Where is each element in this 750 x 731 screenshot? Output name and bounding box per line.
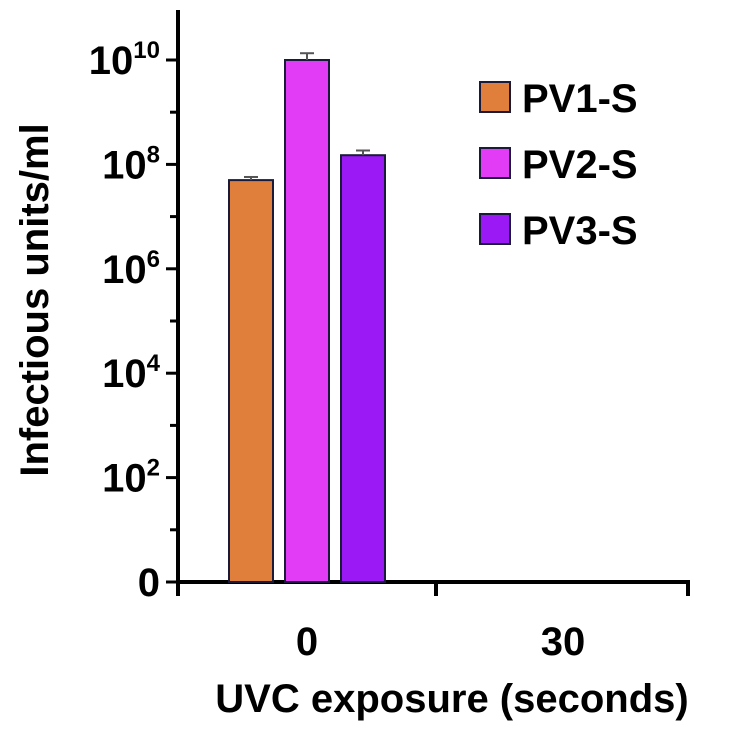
y-tick-label: 102 bbox=[102, 455, 160, 501]
y-tick-label: 108 bbox=[102, 141, 160, 187]
error-bars bbox=[244, 52, 370, 181]
bar-pv2-s bbox=[284, 59, 330, 583]
y-tick-base: 10 bbox=[102, 352, 147, 396]
legend-swatch-pv2-s bbox=[479, 147, 511, 179]
y-tick-exponent: 4 bbox=[147, 350, 161, 377]
y-tick-label: 1010 bbox=[89, 37, 160, 83]
y-tick-base: 10 bbox=[102, 248, 147, 292]
x-axis: 0 30 bbox=[176, 580, 690, 664]
x-axis-title: UVC exposure (seconds) bbox=[215, 677, 688, 721]
y-axis-title: Infectious units/ml bbox=[13, 123, 57, 476]
x-tick-label: 30 bbox=[541, 620, 586, 664]
y-tick-label: 104 bbox=[102, 350, 161, 396]
legend-label: PV1-S bbox=[522, 77, 638, 121]
y-tick-exponent: 10 bbox=[133, 37, 160, 64]
x-tick-label: 0 bbox=[296, 620, 318, 664]
bar-pv3-s bbox=[340, 154, 386, 583]
bar-pv1-s bbox=[228, 179, 274, 583]
y-tick-label: 0 bbox=[138, 561, 160, 605]
y-tick-exponent: 8 bbox=[147, 141, 160, 168]
y-tick-base: 0 bbox=[138, 561, 160, 605]
y-tick-exponent: 2 bbox=[147, 455, 160, 482]
legend-label: PV2-S bbox=[522, 143, 638, 187]
legend-swatch-pv3-s bbox=[479, 213, 511, 245]
legend-swatch-pv1-s bbox=[479, 81, 511, 113]
legend-label: PV3-S bbox=[522, 209, 638, 253]
y-tick-base: 10 bbox=[102, 143, 147, 187]
y-tick-label: 106 bbox=[102, 246, 160, 292]
bars bbox=[228, 59, 386, 583]
y-tick-base: 10 bbox=[89, 39, 134, 83]
legend: PV1-S PV2-S PV3-S bbox=[479, 77, 638, 253]
y-tick-base: 10 bbox=[102, 457, 147, 501]
y-tick-exponent: 6 bbox=[147, 246, 160, 273]
